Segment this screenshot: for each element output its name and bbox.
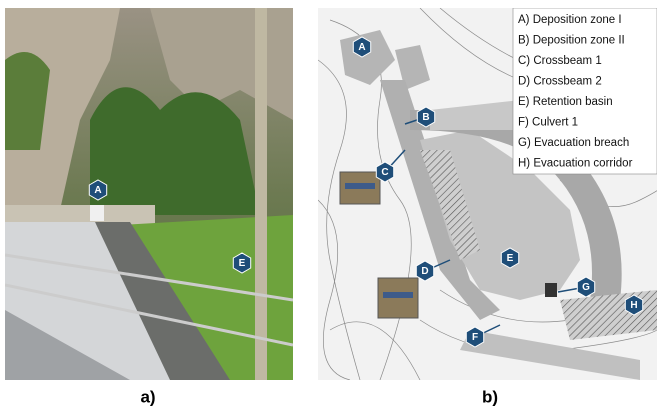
marker-label: F — [472, 332, 478, 343]
legend-entry: G) Evacuation breach — [518, 137, 629, 149]
legend-entry: C) Crossbeam 1 — [518, 55, 602, 67]
figure: a) b) A E A B C D E F G H A) Deposition zone I B) D… — [0, 0, 657, 410]
legend-entry: E) Retention basin — [518, 96, 613, 108]
marker-label: G — [582, 282, 590, 293]
legend-entry: A) Deposition zone I — [518, 14, 622, 26]
legend-entry: F) Culvert 1 — [518, 117, 578, 129]
marker-label: A — [358, 42, 365, 53]
marker-label: B — [422, 112, 429, 123]
marker-label: H — [630, 300, 637, 311]
map — [318, 8, 657, 380]
marker-label: E — [239, 258, 246, 269]
photo — [5, 8, 293, 380]
marker-label: D — [421, 266, 428, 277]
legend-entry: H) Evacuation corridor — [518, 158, 633, 170]
legend-entry: D) Crossbeam 2 — [518, 76, 602, 88]
caption: b) — [482, 387, 498, 406]
marker-label: C — [381, 167, 388, 178]
marker-label: A — [94, 185, 101, 196]
legend-entry: B) Deposition zone II — [518, 35, 625, 47]
page: a) b) A E A B C D E F G H A) Deposition zone I B) D… — [0, 0, 657, 410]
marker-label: E — [507, 253, 514, 264]
caption: a) — [140, 387, 155, 406]
